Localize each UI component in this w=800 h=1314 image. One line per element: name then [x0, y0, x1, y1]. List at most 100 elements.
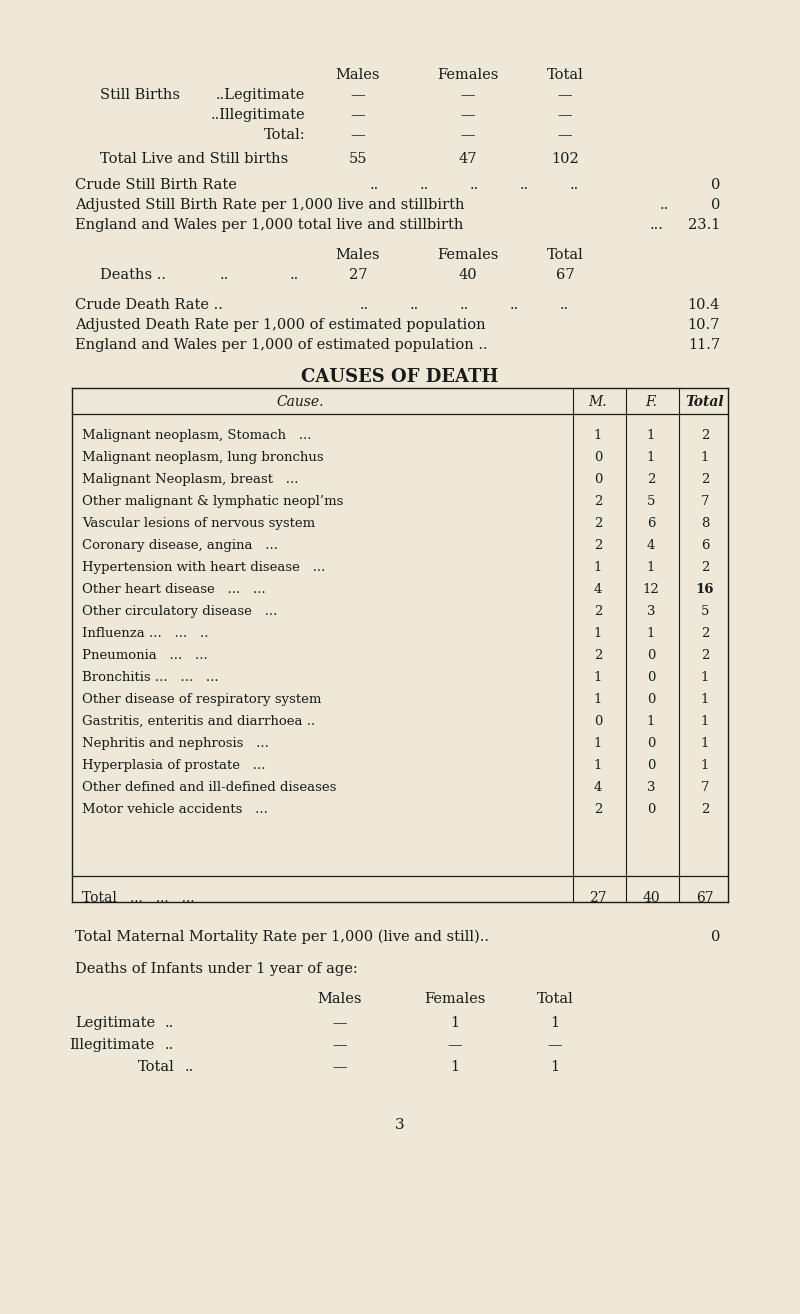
Text: Hyperplasia of prostate   ...: Hyperplasia of prostate ... — [82, 759, 266, 773]
Text: 2: 2 — [701, 649, 709, 662]
Text: F.: F. — [645, 396, 657, 409]
Text: 2: 2 — [594, 649, 602, 662]
Text: 10.4: 10.4 — [688, 298, 720, 311]
Text: Females: Females — [438, 68, 498, 81]
Text: ...: ... — [650, 218, 664, 233]
Text: 4: 4 — [647, 539, 655, 552]
Text: 2: 2 — [701, 627, 709, 640]
Text: —: — — [461, 108, 475, 122]
Text: ..: .. — [660, 198, 670, 212]
Text: 0: 0 — [710, 177, 720, 192]
Text: 1: 1 — [594, 428, 602, 442]
Text: 6: 6 — [646, 516, 655, 530]
Text: —: — — [461, 127, 475, 142]
Text: Total:: Total: — [263, 127, 305, 142]
Text: Nephritis and nephrosis   ...: Nephritis and nephrosis ... — [82, 737, 269, 750]
Text: 12: 12 — [642, 583, 659, 597]
Text: Total: Total — [546, 68, 583, 81]
Text: Total   ...   ...   ...: Total ... ... ... — [82, 891, 194, 905]
Text: Other circulatory disease   ...: Other circulatory disease ... — [82, 604, 278, 618]
Text: 1: 1 — [594, 759, 602, 773]
Text: Legitimate: Legitimate — [75, 1016, 155, 1030]
Text: Malignant neoplasm, Stomach   ...: Malignant neoplasm, Stomach ... — [82, 428, 311, 442]
Text: 1: 1 — [701, 759, 709, 773]
Text: —: — — [350, 127, 366, 142]
Text: 0: 0 — [647, 803, 655, 816]
Text: 2: 2 — [594, 495, 602, 509]
Text: Deaths ..: Deaths .. — [100, 268, 166, 283]
Text: ..: .. — [460, 298, 470, 311]
Text: Total Maternal Mortality Rate per 1,000 (live and still)..: Total Maternal Mortality Rate per 1,000 … — [75, 930, 489, 945]
Text: Other defined and ill-defined diseases: Other defined and ill-defined diseases — [82, 781, 336, 794]
Text: Other heart disease   ...   ...: Other heart disease ... ... — [82, 583, 266, 597]
Text: 5: 5 — [701, 604, 709, 618]
Text: ..: .. — [560, 298, 570, 311]
Text: ..: .. — [370, 177, 379, 192]
Text: 4: 4 — [594, 583, 602, 597]
Text: Deaths of Infants under 1 year of age:: Deaths of Infants under 1 year of age: — [75, 962, 358, 976]
Text: 67: 67 — [556, 268, 574, 283]
Text: —: — — [461, 88, 475, 102]
Text: 1: 1 — [647, 451, 655, 464]
Text: —: — — [350, 88, 366, 102]
Text: 47: 47 — [458, 152, 478, 166]
Text: Influenza ...   ...   ..: Influenza ... ... .. — [82, 627, 209, 640]
Text: 102: 102 — [551, 152, 579, 166]
Text: ..: .. — [510, 298, 519, 311]
Text: —: — — [548, 1038, 562, 1053]
Text: 1: 1 — [594, 627, 602, 640]
Text: ..: .. — [360, 298, 370, 311]
Text: Adjusted Death Rate per 1,000 of estimated population: Adjusted Death Rate per 1,000 of estimat… — [75, 318, 486, 332]
Text: 1: 1 — [647, 428, 655, 442]
Text: Malignant neoplasm, lung bronchus: Malignant neoplasm, lung bronchus — [82, 451, 324, 464]
Text: ..: .. — [185, 1060, 194, 1074]
Text: 1: 1 — [701, 451, 709, 464]
Text: 11.7: 11.7 — [688, 338, 720, 352]
Text: Adjusted Still Birth Rate per 1,000 live and stillbirth: Adjusted Still Birth Rate per 1,000 live… — [75, 198, 465, 212]
Text: 3: 3 — [646, 781, 655, 794]
Text: England and Wales per 1,000 of estimated population ..: England and Wales per 1,000 of estimated… — [75, 338, 488, 352]
Text: Total: Total — [686, 396, 724, 409]
Text: 4: 4 — [594, 781, 602, 794]
Text: —: — — [448, 1038, 462, 1053]
Text: Males: Males — [336, 68, 380, 81]
Text: —: — — [558, 127, 572, 142]
Text: —: — — [558, 88, 572, 102]
Text: Crude Death Rate ..: Crude Death Rate .. — [75, 298, 223, 311]
Text: Males: Males — [336, 248, 380, 261]
Text: Total: Total — [138, 1060, 175, 1074]
Text: 0: 0 — [710, 930, 720, 943]
Text: 6: 6 — [701, 539, 710, 552]
Text: 2: 2 — [647, 473, 655, 486]
Text: —: — — [558, 108, 572, 122]
Text: 10.7: 10.7 — [688, 318, 720, 332]
Text: 0: 0 — [647, 671, 655, 685]
Text: Males: Males — [318, 992, 362, 1007]
Text: 1: 1 — [647, 715, 655, 728]
Text: 1: 1 — [701, 692, 709, 706]
Text: 1: 1 — [594, 737, 602, 750]
Text: 1: 1 — [594, 561, 602, 574]
Text: 1: 1 — [594, 671, 602, 685]
Text: 16: 16 — [696, 583, 714, 597]
Text: Malignant Neoplasm, breast   ...: Malignant Neoplasm, breast ... — [82, 473, 298, 486]
Text: ..: .. — [410, 298, 419, 311]
Text: 0: 0 — [647, 737, 655, 750]
Text: Hypertension with heart disease   ...: Hypertension with heart disease ... — [82, 561, 326, 574]
Text: ..: .. — [165, 1016, 174, 1030]
Text: Cause.: Cause. — [276, 396, 324, 409]
Text: —: — — [333, 1060, 347, 1074]
Text: —: — — [350, 108, 366, 122]
Text: 2: 2 — [701, 561, 709, 574]
Text: 40: 40 — [458, 268, 478, 283]
Text: ..: .. — [420, 177, 430, 192]
Text: 0: 0 — [710, 198, 720, 212]
Text: ..: .. — [165, 1038, 174, 1053]
Text: 1: 1 — [647, 561, 655, 574]
Text: 2: 2 — [701, 428, 709, 442]
Text: 3: 3 — [395, 1118, 405, 1131]
Text: Vascular lesions of nervous system: Vascular lesions of nervous system — [82, 516, 315, 530]
Text: 1: 1 — [450, 1016, 459, 1030]
Text: 1: 1 — [450, 1060, 459, 1074]
Text: ..: .. — [220, 268, 230, 283]
